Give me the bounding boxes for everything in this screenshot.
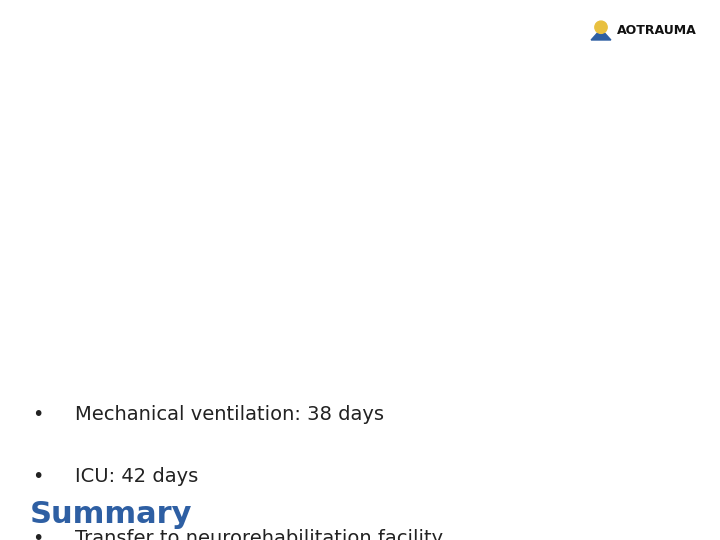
Polygon shape [591, 29, 611, 40]
Circle shape [595, 21, 607, 33]
Text: •: • [32, 530, 44, 540]
Text: Mechanical ventilation: 38 days: Mechanical ventilation: 38 days [75, 406, 384, 424]
Text: Summary: Summary [30, 500, 192, 529]
Text: Transfer to neurorehabilitation facility: Transfer to neurorehabilitation facility [75, 530, 443, 540]
Text: •: • [32, 406, 44, 424]
Text: ICU: 42 days: ICU: 42 days [75, 468, 198, 487]
Text: AOTRAUMA: AOTRAUMA [617, 24, 697, 37]
Text: •: • [32, 468, 44, 487]
